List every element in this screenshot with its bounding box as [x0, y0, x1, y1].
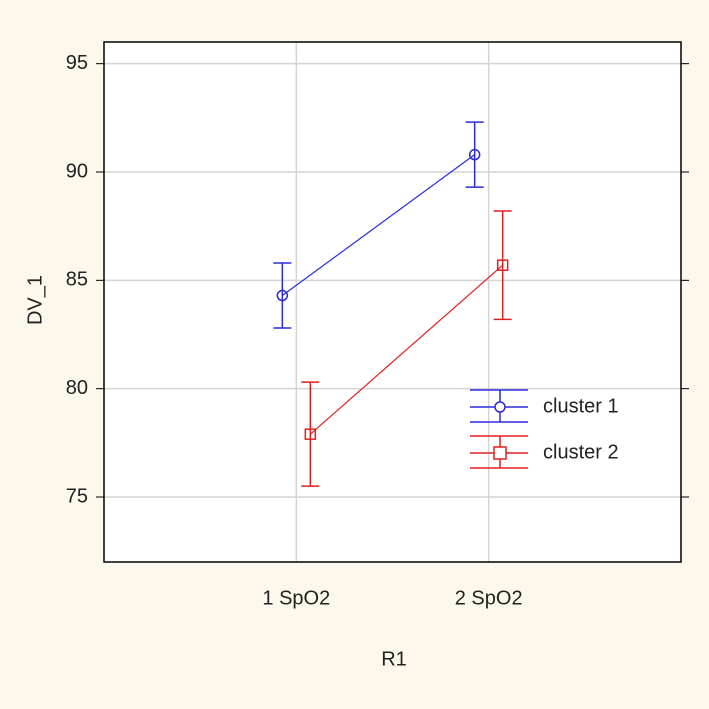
error-bar	[493, 210, 512, 321]
legend-label: cluster 2	[543, 441, 619, 463]
series-line	[309, 264, 504, 435]
error-bar	[273, 262, 292, 329]
marker	[468, 148, 481, 161]
legend-marker	[494, 401, 506, 413]
error-bar	[465, 121, 484, 188]
y-tick-label: 75	[66, 485, 88, 507]
x-tick-label: 1 SpO2	[262, 587, 330, 609]
legend-label: cluster 1	[543, 395, 619, 417]
marker	[496, 259, 509, 271]
y-tick-label: 85	[66, 269, 88, 291]
y-axis-title: DV_1	[24, 275, 46, 325]
legend-marker	[493, 446, 507, 460]
y-tick-label: 95	[66, 52, 88, 74]
plot-area	[104, 42, 681, 562]
y-tick-label: 80	[66, 377, 88, 399]
marker	[304, 428, 317, 440]
error-bar	[301, 381, 320, 487]
x-axis-title: R1	[381, 648, 407, 670]
plot-frame	[103, 41, 682, 563]
marker	[276, 289, 289, 302]
x-tick-label: 2 SpO2	[455, 587, 523, 609]
y-tick-label: 90	[66, 160, 88, 182]
series-line	[281, 154, 476, 296]
